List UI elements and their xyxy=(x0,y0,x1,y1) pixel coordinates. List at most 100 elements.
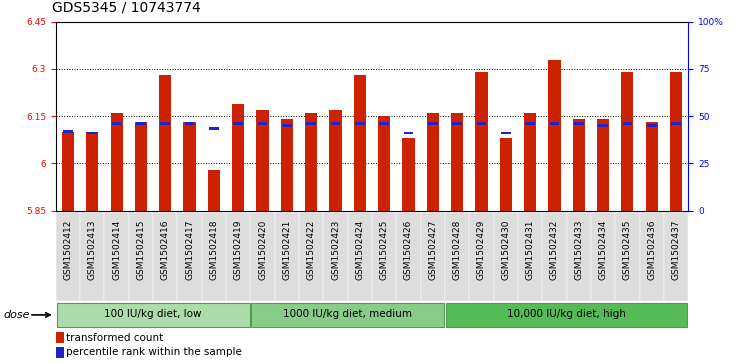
Bar xyxy=(403,138,414,211)
Bar xyxy=(56,212,80,301)
Bar xyxy=(111,113,123,211)
Text: GSM1502432: GSM1502432 xyxy=(550,220,559,280)
Bar xyxy=(573,119,585,211)
Bar xyxy=(420,212,445,301)
Text: GSM1502414: GSM1502414 xyxy=(112,220,121,280)
Bar xyxy=(62,132,74,211)
Text: GSM1502417: GSM1502417 xyxy=(185,220,194,280)
Bar xyxy=(591,212,615,301)
Text: transformed count: transformed count xyxy=(66,333,164,343)
Text: GSM1502428: GSM1502428 xyxy=(452,220,461,280)
Bar xyxy=(671,122,681,125)
Text: GSM1502423: GSM1502423 xyxy=(331,220,340,280)
Text: GSM1502416: GSM1502416 xyxy=(161,220,170,280)
Bar xyxy=(469,212,493,301)
Bar xyxy=(353,75,366,211)
Bar xyxy=(234,122,243,125)
Bar xyxy=(282,125,292,127)
Bar xyxy=(670,72,682,211)
Bar xyxy=(56,347,64,358)
Text: GSM1502437: GSM1502437 xyxy=(672,220,681,280)
Bar xyxy=(378,116,391,211)
Bar xyxy=(330,110,341,211)
Bar xyxy=(209,127,219,130)
Bar xyxy=(493,212,518,301)
Bar xyxy=(428,122,437,125)
Text: GSM1502419: GSM1502419 xyxy=(234,220,243,280)
Bar xyxy=(88,132,97,134)
Bar xyxy=(136,122,146,125)
Text: percentile rank within the sample: percentile rank within the sample xyxy=(66,347,242,358)
Bar xyxy=(251,212,275,301)
Text: GDS5345 / 10743774: GDS5345 / 10743774 xyxy=(52,0,201,15)
Bar xyxy=(129,212,153,301)
Text: GSM1502422: GSM1502422 xyxy=(307,220,315,280)
Bar xyxy=(177,212,202,301)
Bar xyxy=(379,122,389,125)
Text: GSM1502436: GSM1502436 xyxy=(647,220,656,280)
Bar xyxy=(135,122,147,211)
Text: 100 IU/kg diet, low: 100 IU/kg diet, low xyxy=(104,309,202,319)
Bar xyxy=(112,122,121,125)
Bar xyxy=(324,212,347,301)
Bar xyxy=(104,212,129,301)
Text: GSM1502435: GSM1502435 xyxy=(623,220,632,280)
Bar xyxy=(202,212,226,301)
Text: GSM1502418: GSM1502418 xyxy=(209,220,219,280)
Text: 10,000 IU/kg diet, high: 10,000 IU/kg diet, high xyxy=(507,309,626,319)
Bar xyxy=(500,138,512,211)
Bar xyxy=(251,303,444,327)
Bar xyxy=(525,122,535,125)
Bar xyxy=(475,72,487,211)
Bar xyxy=(397,212,420,301)
Bar xyxy=(185,122,194,125)
Bar xyxy=(477,122,487,125)
Bar xyxy=(307,122,316,125)
Bar xyxy=(305,113,317,211)
Bar xyxy=(80,212,104,301)
Bar xyxy=(86,132,98,211)
Text: GSM1502434: GSM1502434 xyxy=(599,220,608,280)
Bar xyxy=(548,60,560,211)
Bar xyxy=(57,303,250,327)
Text: GSM1502433: GSM1502433 xyxy=(574,220,583,280)
Text: GSM1502431: GSM1502431 xyxy=(525,220,535,280)
Bar xyxy=(63,130,73,132)
Bar xyxy=(355,122,365,125)
Bar xyxy=(445,212,469,301)
Bar xyxy=(159,75,171,211)
Bar xyxy=(232,103,244,211)
Bar xyxy=(567,212,591,301)
Bar xyxy=(501,132,510,134)
Text: GSM1502429: GSM1502429 xyxy=(477,220,486,280)
Text: GSM1502424: GSM1502424 xyxy=(356,220,365,280)
Bar xyxy=(275,212,299,301)
Text: dose: dose xyxy=(4,310,31,320)
Bar xyxy=(621,72,633,211)
Bar xyxy=(647,125,657,127)
Bar xyxy=(208,170,220,211)
Bar xyxy=(153,212,177,301)
Text: GSM1502421: GSM1502421 xyxy=(283,220,292,280)
Text: GSM1502427: GSM1502427 xyxy=(429,220,437,280)
Bar xyxy=(615,212,640,301)
Text: GSM1502430: GSM1502430 xyxy=(501,220,510,280)
Bar xyxy=(184,122,196,211)
Bar xyxy=(452,122,462,125)
Bar xyxy=(330,122,341,125)
Bar xyxy=(574,122,583,125)
Bar xyxy=(347,212,372,301)
Bar xyxy=(542,212,567,301)
Bar xyxy=(446,303,687,327)
Bar xyxy=(664,212,688,301)
Bar xyxy=(518,212,542,301)
Bar xyxy=(640,212,664,301)
Bar xyxy=(280,119,293,211)
Bar xyxy=(427,113,439,211)
Bar xyxy=(257,122,267,125)
Bar xyxy=(623,122,632,125)
Text: GSM1502426: GSM1502426 xyxy=(404,220,413,280)
Bar xyxy=(451,113,464,211)
Bar xyxy=(161,122,170,125)
Bar xyxy=(524,113,536,211)
